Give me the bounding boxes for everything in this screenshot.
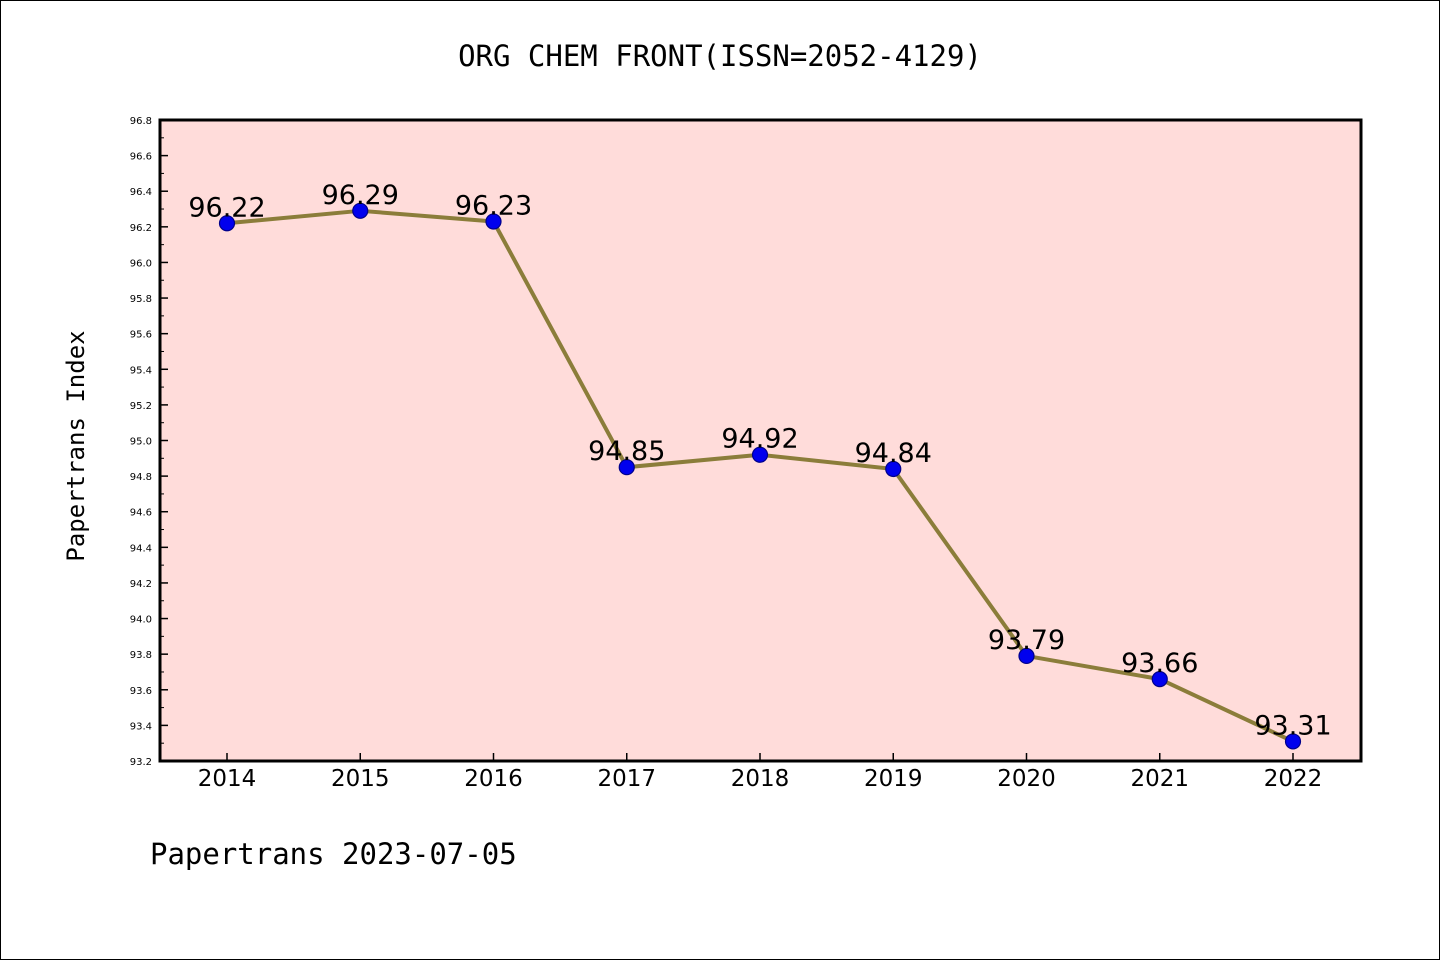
x-tick-label: 2014	[198, 766, 257, 792]
data-label: 93.66	[1121, 648, 1198, 679]
y-axis: 93.2 93.4 93.6 93.8 94.0 94.2 94.4 94.6 94.8 95.0…	[130, 116, 168, 768]
plot-area	[160, 120, 1361, 761]
y-tick-label: 94.0	[130, 615, 152, 626]
data-label: 96.23	[455, 190, 532, 221]
y-tick-label: 95.0	[130, 437, 152, 448]
plot-border	[158, 118, 1363, 763]
y-axis-label: Papertrans Index	[62, 330, 90, 561]
y-tick-label: 95.8	[130, 294, 152, 305]
data-point-marker	[485, 213, 502, 230]
y-tick-label: 96.0	[130, 258, 152, 269]
data-label: 94.84	[855, 438, 932, 469]
y-tick-label: 95.6	[130, 330, 152, 341]
data-label: 94.92	[721, 424, 798, 455]
chart-title: ORG CHEM FRONT(ISSN=2052-4129)	[458, 39, 982, 73]
data-point-marker	[1018, 647, 1035, 665]
x-tick-label: 2018	[731, 766, 790, 792]
y-tick-label: 93.4	[130, 721, 152, 732]
y-tick-label: 94.8	[130, 472, 152, 483]
x-tick-label: 2015	[331, 766, 390, 792]
x-tick-label: 2017	[597, 766, 656, 792]
data-labels: 96.22 96.29 96.23 94.85 94.92 94.84 93.79 93.66…	[188, 180, 1331, 742]
data-point-marker	[751, 446, 769, 463]
x-tick-label: 2021	[1130, 766, 1189, 792]
data-point-marker	[1284, 733, 1302, 750]
data-label: 96.22	[188, 192, 265, 223]
y-tick-label: 96.6	[130, 152, 152, 163]
footer-text: Papertrans 2023-07-05	[150, 837, 517, 871]
y-tick-label: 96.8	[130, 116, 152, 127]
data-label: 93.31	[1254, 710, 1331, 741]
y-tick-label: 94.4	[130, 543, 152, 554]
data-point-marker	[1151, 670, 1168, 688]
x-axis: 2014 2015 2016 2017 2018 2019 2020 2021 2022	[198, 753, 1323, 792]
data-markers	[218, 202, 1302, 750]
x-tick-label: 2019	[864, 766, 923, 792]
data-point-marker	[618, 459, 635, 476]
data-label: 96.29	[322, 180, 399, 211]
data-label: 93.79	[988, 625, 1065, 656]
x-tick-label: 2020	[997, 766, 1056, 792]
y-tick-label: 93.8	[130, 650, 152, 661]
y-tick-label: 94.2	[130, 579, 152, 590]
data-point-marker	[218, 215, 236, 232]
x-tick-label: 2016	[464, 766, 523, 792]
y-tick-label: 95.4	[130, 365, 152, 376]
y-tick-label: 93.2	[130, 757, 152, 768]
y-tick-label: 96.4	[130, 187, 152, 198]
y-tick-label: 95.2	[130, 401, 152, 412]
y-tick-label: 93.6	[130, 686, 152, 697]
data-point-marker	[885, 460, 902, 478]
data-point-marker	[352, 202, 369, 219]
x-tick-label: 2022	[1264, 766, 1323, 792]
data-label: 94.85	[588, 436, 665, 467]
y-tick-label: 96.2	[130, 223, 152, 234]
y-tick-label: 94.6	[130, 508, 152, 519]
